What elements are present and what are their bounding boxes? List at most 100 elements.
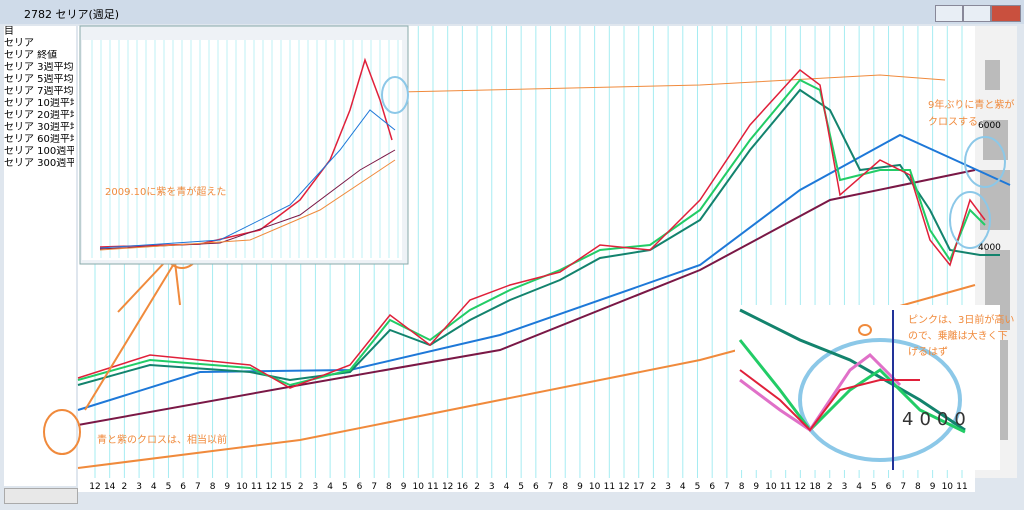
ma-10 (77, 78, 986, 387)
x-tick-label: 8 (386, 482, 392, 492)
legend-item[interactable]: セリア 100週平均 (4, 146, 74, 157)
highlight-circles (949, 136, 1006, 249)
x-tick-label: 6 (357, 482, 363, 492)
x-tick-label: 4 (327, 482, 333, 492)
legend-item[interactable]: セリア 300週平均 (4, 158, 74, 169)
x-tick-label: 7 (371, 482, 377, 492)
x-tick-label: 10 (413, 482, 425, 492)
x-tick-label: 6 (533, 482, 539, 492)
x-tick-label: 11 (780, 482, 791, 492)
x-tick-label: 3 (665, 482, 671, 492)
minimize-button[interactable] (935, 5, 963, 22)
legend-item[interactable]: 目 (4, 26, 14, 37)
x-tick-label: 4 (680, 482, 686, 492)
zoom-mark (858, 324, 872, 336)
x-tick-label: 8 (739, 482, 745, 492)
inset-plot (82, 40, 402, 260)
x-tick-label: 16 (457, 482, 469, 492)
window-title: 2782 セリア(週足) (24, 8, 120, 21)
x-tick-label: 14 (104, 482, 116, 492)
inset-ma (99, 159, 396, 251)
zoom-circle (798, 338, 962, 462)
close-button[interactable] (991, 5, 1021, 22)
x-tick-label: 11 (956, 482, 967, 492)
x-tick-label: 11 (251, 482, 262, 492)
x-tick-label: 10 (942, 482, 954, 492)
scrollbar[interactable] (4, 488, 78, 504)
zoom-price-label: 4000 (902, 409, 972, 430)
x-tick-label: 2 (122, 482, 128, 492)
x-tick-label: 2 (827, 482, 833, 492)
x-tick-label: 2 (298, 482, 304, 492)
x-tick-label: 12 (89, 482, 100, 492)
legend-item[interactable]: セリア 60週平均 (4, 134, 74, 145)
title-bar: 2782 セリア(週足) (0, 0, 1024, 24)
x-tick-label: 9 (753, 482, 759, 492)
x-tick-label: 11 (427, 482, 438, 492)
x-tick-label: 3 (313, 482, 319, 492)
annotation: 2009.10に紫を青が超えた (105, 185, 226, 198)
x-tick-label: 3 (489, 482, 495, 492)
zoom-ma (738, 339, 966, 434)
x-tick-label: 12 (266, 482, 277, 492)
x-tick-label: 7 (724, 482, 730, 492)
x-tick-label: 8 (915, 482, 921, 492)
x-tick-label: 9 (930, 482, 936, 492)
x-tick-label: 10 (589, 482, 601, 492)
volume-profile (980, 60, 1010, 440)
maximize-button[interactable] (963, 5, 991, 22)
annotation: ので、乗離は大きく下 (908, 329, 1008, 342)
x-tick-label: 11 (604, 482, 615, 492)
x-tick-label: 7 (195, 482, 201, 492)
x-tick-label: 6 (709, 482, 715, 492)
x-tick-label: 18 (809, 482, 821, 492)
x-tick-label: 5 (518, 482, 524, 492)
x-tick-label: 5 (871, 482, 877, 492)
legend-item[interactable]: セリア 3週平均 (4, 62, 74, 73)
x-tick-label: 8 (562, 482, 568, 492)
inset-circle (381, 76, 409, 114)
legend-item[interactable]: セリア 20週平均 (4, 110, 74, 121)
x-tick-label: 7 (900, 482, 906, 492)
legend-item[interactable]: セリア 終値 (4, 50, 58, 61)
price-label: 6000 (978, 121, 1001, 131)
legend-item[interactable]: セリア 7週平均 (4, 86, 74, 97)
legend-item[interactable]: セリア 30週平均 (4, 122, 74, 133)
annotation: 青と紫のクロスは、相当以前 (97, 433, 227, 446)
x-tick-label: 9 (401, 482, 407, 492)
zoom-ma (739, 353, 902, 433)
x-tick-label: 6 (180, 482, 186, 492)
legend-item[interactable]: セリア 5週平均 (4, 74, 74, 85)
x-tick-label: 4 (504, 482, 510, 492)
x-tick-label: 7 (548, 482, 554, 492)
annotation: ピンクは、3日前が高い (908, 313, 1014, 326)
inset-ma (99, 109, 396, 249)
x-tick-label: 5 (342, 482, 348, 492)
x-tick-label: 12 (795, 482, 806, 492)
zoom-ma (739, 308, 966, 432)
x-tick-label: 3 (842, 482, 848, 492)
x-tick-label: 2 (474, 482, 480, 492)
annotation: げるはず (908, 346, 948, 358)
x-tick-label: 2 (651, 482, 657, 492)
x-tick-label: 9 (224, 482, 230, 492)
x-tick-label: 12 (442, 482, 453, 492)
x-tick-label: 10 (236, 482, 248, 492)
legend-item[interactable]: セリア 10週平均 (4, 98, 74, 109)
x-tick-label: 4 (151, 482, 157, 492)
x-tick-label: 3 (136, 482, 142, 492)
annotation: 9年ぶりに青と紫が (928, 98, 1014, 111)
x-axis (78, 478, 975, 492)
x-tick-label: 12 (618, 482, 629, 492)
x-tick-label: 17 (633, 482, 644, 492)
x-tick-label: 10 (765, 482, 777, 492)
x-tick-label: 5 (695, 482, 701, 492)
ma-100 (77, 169, 976, 426)
x-tick-label: 8 (210, 482, 216, 492)
legend-item[interactable]: セリア (4, 38, 34, 49)
x-tick-label: 6 (886, 482, 892, 492)
price-label: 4000 (978, 243, 1001, 253)
zoom-ma (739, 369, 920, 432)
